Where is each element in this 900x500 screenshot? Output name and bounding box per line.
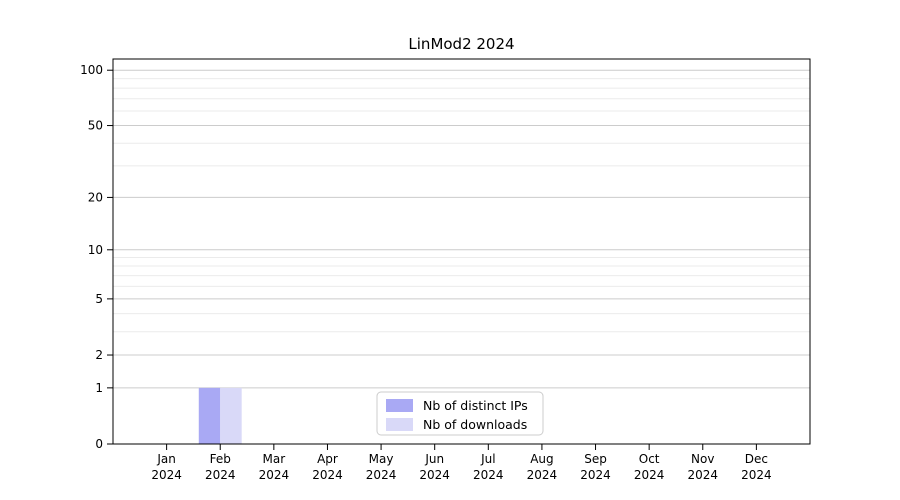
x-tick-label-year: 2024 bbox=[687, 468, 718, 482]
x-tick-label-year: 2024 bbox=[741, 468, 772, 482]
x-tick-label-year: 2024 bbox=[419, 468, 450, 482]
x-tick-label-month: Mar bbox=[263, 452, 286, 466]
x-tick-label-year: 2024 bbox=[312, 468, 343, 482]
x-tick-label-month: Feb bbox=[210, 452, 231, 466]
x-tick-label-month: Jul bbox=[480, 452, 495, 466]
x-tick-label-year: 2024 bbox=[259, 468, 290, 482]
x-tick-label-month: Nov bbox=[691, 452, 714, 466]
y-tick-label: 2 bbox=[95, 348, 103, 362]
y-tick-label: 10 bbox=[88, 243, 103, 257]
y-tick-label: 50 bbox=[88, 119, 103, 133]
legend-swatch-downloads bbox=[386, 418, 413, 431]
legend-box bbox=[376, 391, 544, 436]
x-tick-label-year: 2024 bbox=[527, 468, 558, 482]
x-tick-label-year: 2024 bbox=[151, 468, 182, 482]
y-tick-label: 5 bbox=[95, 292, 103, 306]
legend-label-distinct-ips: Nb of distinct IPs bbox=[423, 398, 528, 413]
x-tick-label-month: Jan bbox=[156, 452, 176, 466]
x-tick-label-month: Sep bbox=[584, 452, 607, 466]
chart-title: LinMod2 2024 bbox=[408, 35, 515, 53]
x-tick-label-month: Apr bbox=[317, 452, 338, 466]
x-tick-label-year: 2024 bbox=[366, 468, 397, 482]
y-tick-label: 100 bbox=[80, 63, 103, 77]
plot-area bbox=[113, 59, 810, 444]
bar-feb-downloads bbox=[220, 387, 242, 444]
y-tick-label: 1 bbox=[95, 381, 103, 395]
y-tick-label: 20 bbox=[88, 190, 103, 204]
legend-label-downloads: Nb of downloads bbox=[423, 417, 527, 432]
x-tick-label-month: Oct bbox=[639, 452, 660, 466]
x-tick-label-year: 2024 bbox=[205, 468, 236, 482]
x-tick-label-month: May bbox=[369, 452, 394, 466]
x-tick-label-month: Aug bbox=[530, 452, 553, 466]
x-tick-label-year: 2024 bbox=[580, 468, 611, 482]
x-tick-label-year: 2024 bbox=[473, 468, 504, 482]
legend-swatch-distinct-ips bbox=[386, 399, 413, 412]
bar-feb-distinct-ips bbox=[198, 387, 221, 444]
x-tick-label-month: Dec bbox=[745, 452, 768, 466]
plot-border bbox=[112, 58, 811, 445]
y-tick-label: 0 bbox=[95, 437, 103, 451]
x-tick-label-month: Jun bbox=[424, 452, 444, 466]
x-tick-label-year: 2024 bbox=[634, 468, 665, 482]
